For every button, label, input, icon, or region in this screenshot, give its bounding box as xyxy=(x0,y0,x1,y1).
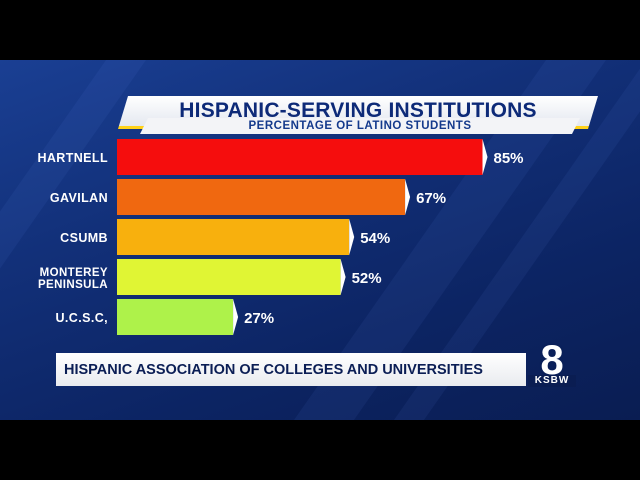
bar-3 xyxy=(117,259,341,295)
category-label-0: HARTNELL xyxy=(37,151,108,165)
broadcast-graphic: HISPANIC-SERVING INSTITUTIONS PERCENTAGE… xyxy=(0,60,640,420)
bar-0 xyxy=(117,139,483,175)
bar-tip-3 xyxy=(340,259,346,295)
source-text: HISPANIC ASSOCIATION OF COLLEGES AND UNI… xyxy=(64,361,483,378)
bar-tip-2 xyxy=(349,219,355,255)
bar-2 xyxy=(117,219,350,255)
category-label-2: CSUMB xyxy=(60,231,108,245)
value-label-4: 27% xyxy=(244,310,274,327)
subtitle-banner: PERCENTAGE OF LATINO STUDENTS xyxy=(140,118,580,134)
value-label-1: 67% xyxy=(416,190,446,207)
bar-chart: 85% HARTNELL 67% GAVILAN 54% CSUMB 52% MONTEREY… xyxy=(37,139,524,335)
category-label-1: GAVILAN xyxy=(50,191,108,205)
bar-tip-1 xyxy=(405,179,411,215)
bar-tip-4 xyxy=(233,299,239,335)
bar-1 xyxy=(117,179,406,215)
value-label-3: 52% xyxy=(352,270,382,287)
bar-4 xyxy=(117,299,234,335)
station-logo: 8 KSBW xyxy=(526,336,578,387)
value-label-0: 85% xyxy=(494,150,524,167)
logo-number: 8 xyxy=(540,336,564,383)
category-label-3: MONTEREY PENINSULA xyxy=(38,267,108,291)
chart-subtitle: PERCENTAGE OF LATINO STUDENTS xyxy=(248,120,472,132)
category-label-4: U.C.S.C, xyxy=(55,311,108,325)
bar-tip-0 xyxy=(482,139,488,175)
value-label-2: 54% xyxy=(360,230,390,247)
logo-call-letters: KSBW xyxy=(528,375,576,387)
chart-title: HISPANIC-SERVING INSTITUTIONS xyxy=(179,99,537,122)
source-banner: HISPANIC ASSOCIATION OF COLLEGES AND UNI… xyxy=(56,353,526,386)
